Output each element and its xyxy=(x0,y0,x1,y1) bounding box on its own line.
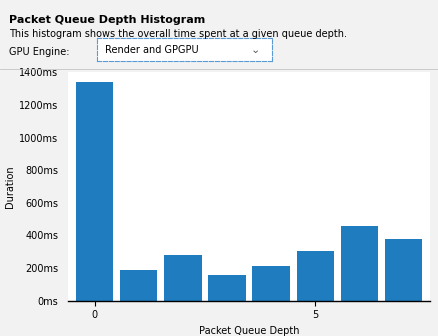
Text: This histogram shows the overall time spent at a given queue depth.: This histogram shows the overall time sp… xyxy=(9,29,346,39)
Text: Packet Queue Depth Histogram: Packet Queue Depth Histogram xyxy=(9,15,205,25)
X-axis label: Packet Queue Depth: Packet Queue Depth xyxy=(198,326,299,336)
Bar xyxy=(120,270,157,301)
Bar xyxy=(384,239,421,301)
Text: GPU Engine:: GPU Engine: xyxy=(9,47,69,57)
Bar xyxy=(76,82,113,301)
Bar xyxy=(340,226,378,301)
Text: ⌄: ⌄ xyxy=(251,45,260,55)
Bar xyxy=(296,251,333,301)
Text: Render and GPGPU: Render and GPGPU xyxy=(105,45,198,55)
Bar xyxy=(164,255,201,301)
Bar xyxy=(252,266,290,301)
Y-axis label: Duration: Duration xyxy=(5,165,15,208)
Bar xyxy=(208,275,245,301)
